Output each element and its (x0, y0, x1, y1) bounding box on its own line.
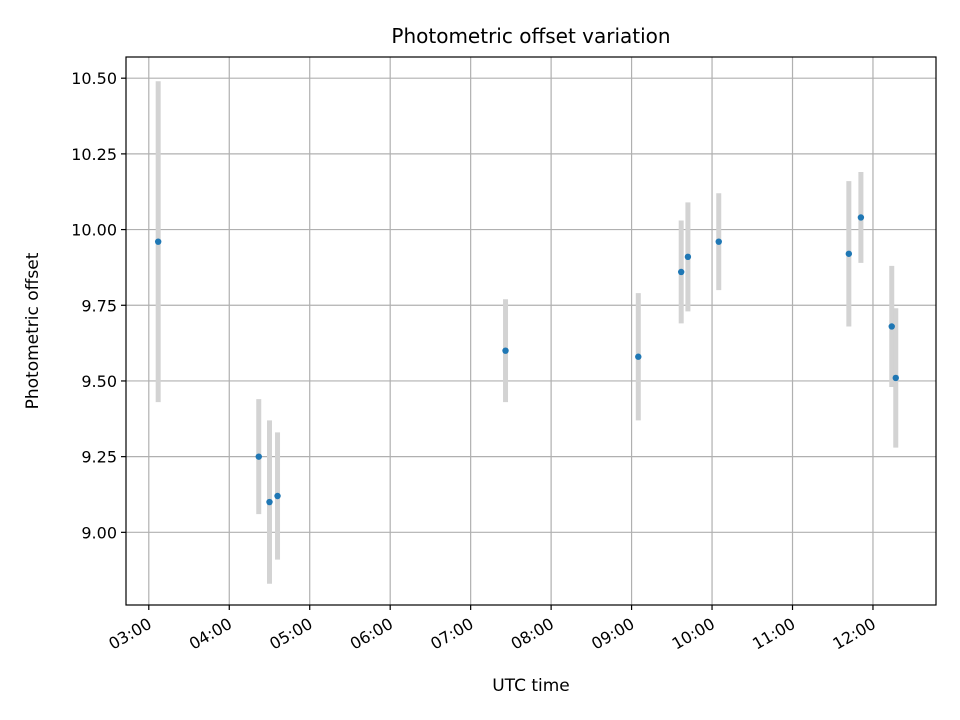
data-point (255, 453, 262, 460)
data-point (266, 498, 273, 506)
data-point (892, 374, 899, 382)
data-point (274, 492, 281, 500)
x-axis-title: UTC time (492, 676, 570, 696)
data-point (715, 238, 722, 245)
y-tick-label: 10.50 (71, 69, 117, 88)
y-tick-label: 9.00 (81, 523, 117, 542)
data-point (684, 253, 692, 261)
y-tick-label: 9.50 (81, 372, 117, 391)
data-series (154, 81, 899, 584)
data-point (154, 238, 162, 245)
y-tick-label: 10.25 (71, 145, 117, 164)
data-point (502, 347, 509, 354)
y-tick-label: 9.25 (81, 448, 117, 467)
data-point (635, 353, 642, 360)
y-tick-label: 9.75 (81, 296, 117, 315)
data-point (677, 268, 685, 276)
y-tick-label: 10.00 (71, 221, 117, 240)
y-axis-title: Photometric offset (23, 252, 43, 409)
chart-title: Photometric offset variation (391, 24, 670, 48)
data-point (845, 250, 853, 257)
data-point (857, 214, 865, 221)
data-point (888, 323, 895, 330)
plot-frame (125, 56, 937, 606)
